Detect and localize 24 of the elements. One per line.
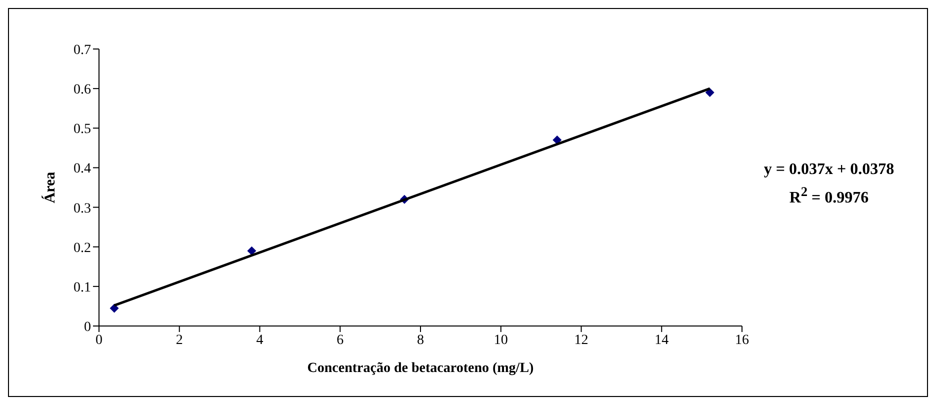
y-tick-label: 0 (84, 320, 91, 335)
text: R$^{2}$ = 0.9976 (788, 183, 870, 208)
point (110, 304, 119, 313)
y-tick-label: 0.5 (74, 122, 91, 138)
x-tick-label: 8 (417, 332, 424, 348)
x-axis-title: Concentração de betacaroteno (mg/L) (307, 361, 534, 376)
x-tick-label: 14 (654, 332, 669, 348)
x-tick-label: 12 (574, 332, 588, 348)
point (247, 246, 256, 256)
x-tick-label: 16 (735, 332, 749, 348)
y-tick-label: 0.4 (74, 162, 91, 177)
x-tick-label: 2 (176, 332, 183, 348)
y-tick-label: 0.1 (74, 280, 91, 296)
y-tick-label: 0.2 (74, 240, 91, 256)
x-tick-label: 0 (96, 332, 102, 348)
y-tick-label: 0.6 (74, 82, 91, 98)
x-tick-label: 10 (494, 332, 508, 348)
y-axis-title: Área (41, 171, 58, 204)
text: y = 0.037x + 0.0378 (762, 160, 896, 180)
point (705, 88, 714, 98)
x-tick-label: 4 (256, 332, 264, 348)
y-tick-label: 0.7 (74, 42, 91, 58)
x-tick-label: 6 (336, 332, 344, 348)
y-tick-label: 0.3 (74, 201, 91, 216)
